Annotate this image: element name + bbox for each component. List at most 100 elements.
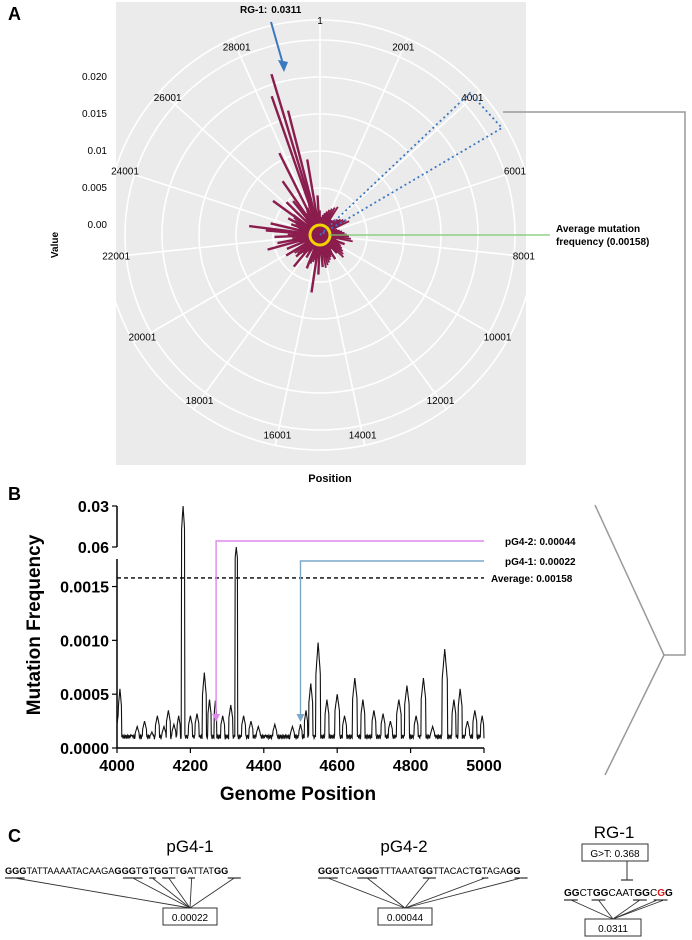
sequence-segment: GGG bbox=[114, 866, 135, 876]
sequence-connector bbox=[152, 877, 191, 909]
sequence-connector bbox=[168, 877, 191, 909]
sequence-connector bbox=[327, 877, 406, 909]
polar-spokes bbox=[106, 20, 534, 446]
sequence-segment: G bbox=[180, 866, 187, 876]
annotation-arrow-line bbox=[299, 560, 484, 718]
rg1-value-box bbox=[584, 918, 642, 937]
polar-position-tick: 28001 bbox=[223, 43, 251, 54]
polar-spoke bbox=[319, 234, 534, 259]
sequence-segment: GGG bbox=[318, 866, 339, 876]
polar-spoke bbox=[115, 167, 321, 236]
polar-bar bbox=[270, 73, 321, 234]
panel-b-label: B bbox=[8, 484, 21, 504]
polar-spoke bbox=[319, 234, 507, 344]
rg1-title: RG-1 bbox=[594, 823, 635, 842]
polar-spoke bbox=[319, 234, 448, 410]
sequence-segment: TCA bbox=[339, 866, 358, 876]
sequence-connector bbox=[189, 877, 193, 909]
sequence-segment: C bbox=[650, 888, 657, 899]
polar-spoke bbox=[159, 90, 321, 236]
line-y-tick-label: 0.0000 bbox=[60, 741, 109, 758]
polar-position-tick: 20001 bbox=[129, 333, 157, 344]
rg1-mutation-label: G>T: 0.368 bbox=[590, 849, 640, 860]
sequence-connector bbox=[404, 877, 430, 909]
polar-position-tick: 26001 bbox=[154, 93, 182, 104]
pg4-1-title: pG4-1 bbox=[166, 837, 213, 856]
rg1-value: 0.0311 bbox=[598, 924, 628, 935]
sequence-segment: TATTAAAATACAAGA bbox=[26, 866, 115, 876]
pg4-1-value: 0.00022 bbox=[172, 913, 209, 924]
zoom-connector-bracket bbox=[503, 111, 686, 656]
line-x-tick-label: 5000 bbox=[466, 758, 502, 775]
sequence-segment: ATTAT bbox=[187, 866, 214, 876]
sequence-segment: GG bbox=[506, 866, 520, 876]
average-label-line2: frequency (0.00158) bbox=[556, 237, 649, 248]
sequence-connector bbox=[612, 899, 641, 920]
line-y-tick-label-upper: 0.06 bbox=[78, 540, 109, 557]
rg1-arrow-shaft bbox=[270, 21, 284, 65]
line-y-tick-label-upper: 0.03 bbox=[78, 499, 109, 516]
pg4-2-title: pG4-2 bbox=[380, 837, 427, 856]
pg4-2-sequence: GGGTCAGGGTTTAAATGGTTACACTGTAGAGG bbox=[318, 866, 521, 876]
line-x-tick-label: 4800 bbox=[393, 758, 429, 775]
rg1-callout-label: RG-1: 0.0311 bbox=[240, 5, 302, 16]
line-x-tick-label: 4000 bbox=[99, 758, 135, 775]
annotation-label: pG4-1: 0.00022 bbox=[505, 557, 576, 568]
sequence-segment: TT bbox=[169, 866, 181, 876]
pg4-1-sequence: GGGTATTAAAATACAAGAGGGTGTGGTTGATTATGG bbox=[5, 866, 228, 876]
sequence-segment: GG bbox=[214, 866, 228, 876]
polar-position-tick: 8001 bbox=[513, 251, 536, 262]
zoom-wedge bbox=[319, 91, 504, 236]
polar-value-tick: 0.00 bbox=[88, 220, 108, 231]
polar-position-tick: 6001 bbox=[504, 167, 527, 178]
sequence-segment: GG bbox=[419, 866, 433, 876]
line-x-tick-label: 4200 bbox=[173, 758, 209, 775]
polar-spoke bbox=[319, 38, 409, 236]
sequence-connector bbox=[404, 877, 486, 909]
sequence-segment: GGG bbox=[358, 866, 379, 876]
sequence-connector bbox=[189, 877, 235, 909]
sequence-segment: G bbox=[665, 888, 673, 899]
panel-c-label: C bbox=[8, 826, 21, 846]
sequence-segment: T bbox=[136, 866, 142, 876]
sequence-connector bbox=[404, 877, 522, 909]
sequence-segment: GG bbox=[593, 888, 609, 899]
panel-a-label: A bbox=[8, 4, 21, 24]
polar-value-tick: 0.01 bbox=[88, 146, 108, 157]
polar-position-tick: 4001 bbox=[461, 93, 484, 104]
polar-spoke bbox=[274, 234, 321, 446]
polar-position-tick: 12001 bbox=[427, 396, 455, 407]
line-x-tick-label: 4600 bbox=[319, 758, 355, 775]
average-label-line1: Average mutation bbox=[556, 224, 640, 235]
annotation-arrow-line bbox=[215, 540, 484, 718]
sequence-segment: G bbox=[657, 888, 665, 899]
sequence-connector bbox=[14, 877, 191, 909]
annotation-arrow-head bbox=[212, 714, 221, 722]
polar-spoke bbox=[192, 234, 321, 410]
polar-y-axis-label: Value bbox=[50, 232, 61, 259]
polar-x-axis-label: Position bbox=[308, 473, 352, 485]
line-x-axis-label: Genome Position bbox=[220, 784, 376, 805]
line-chart-ticks: 0.0000 0.0005 0.0010 0.0015 0.03 0.06 4000 4200… bbox=[60, 499, 502, 775]
pg4-2-value: 0.00044 bbox=[387, 913, 424, 924]
sequence-connector bbox=[132, 877, 191, 909]
line-y-tick-label: 0.0015 bbox=[60, 580, 109, 597]
rg1-sequence: GGCTGGCAATGGCGG bbox=[564, 888, 673, 899]
annotation-arrow-head bbox=[296, 714, 305, 722]
sequence-connector bbox=[612, 899, 665, 920]
sequence-segment: GG bbox=[154, 866, 168, 876]
polar-value-tick: 0.015 bbox=[82, 109, 107, 120]
polar-value-tick: 0.020 bbox=[82, 72, 107, 83]
polar-value-ticks: 0.00 0.005 0.01 0.015 0.020 bbox=[82, 72, 107, 231]
pg4-2-value-box bbox=[377, 907, 433, 926]
sequence-segment: TTTAAAT bbox=[379, 866, 419, 876]
mutation-frequency-trace bbox=[116, 505, 485, 741]
polar-spoke bbox=[106, 234, 321, 259]
polar-position-tick: 2001 bbox=[392, 43, 415, 54]
polar-spoke bbox=[231, 38, 321, 236]
sequence-connector bbox=[570, 899, 614, 920]
line-y-axis-label: Mutation Frequency bbox=[24, 534, 45, 715]
pg4-1-connectors bbox=[5, 877, 241, 909]
polar-position-tick: 22001 bbox=[102, 251, 130, 262]
